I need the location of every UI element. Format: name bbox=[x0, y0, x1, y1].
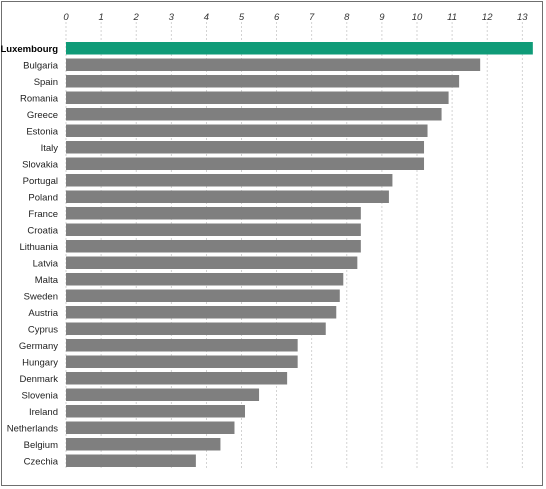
x-tick-label: 9 bbox=[379, 12, 385, 23]
category-label: Croatia bbox=[27, 225, 58, 236]
bar-greece bbox=[66, 108, 442, 121]
bar-malta bbox=[66, 273, 344, 286]
bar-portugal bbox=[66, 174, 393, 187]
category-label: Hungary bbox=[22, 357, 58, 368]
bars bbox=[66, 42, 533, 467]
x-tick-label: 10 bbox=[412, 12, 423, 23]
x-tick-label: 4 bbox=[204, 12, 209, 23]
category-label: Netherlands bbox=[7, 423, 58, 434]
category-label: Denmark bbox=[19, 374, 58, 385]
bar-italy bbox=[66, 141, 425, 154]
category-label: Cyprus bbox=[28, 324, 58, 335]
category-label: Germany bbox=[19, 341, 58, 352]
bar-croatia bbox=[66, 223, 361, 236]
x-tick-label: 12 bbox=[482, 12, 493, 23]
category-label: Estonia bbox=[26, 126, 58, 137]
category-labels: Luxembourg Bulgaria Spain Romania Greece Esto… bbox=[0, 44, 58, 468]
category-label: Portugal bbox=[23, 176, 58, 187]
x-tick-label: 0 bbox=[63, 12, 69, 23]
bar-luxembourg bbox=[66, 42, 533, 55]
x-tick-label: 6 bbox=[274, 12, 280, 23]
category-label: Italy bbox=[41, 143, 59, 154]
category-label: Slovakia bbox=[22, 159, 59, 170]
x-tick-label: 3 bbox=[169, 12, 175, 23]
bar-denmark bbox=[66, 372, 288, 385]
category-label: Luxembourg bbox=[0, 44, 58, 55]
bar-lithuania bbox=[66, 240, 361, 253]
x-tick-label: 8 bbox=[344, 12, 350, 23]
category-label: Malta bbox=[35, 275, 59, 286]
bar-austria bbox=[66, 306, 337, 319]
bar-slovakia bbox=[66, 157, 425, 170]
category-label: Sweden bbox=[24, 291, 58, 302]
bar-cyprus bbox=[66, 322, 326, 335]
category-label: Bulgaria bbox=[23, 60, 59, 71]
category-label: Poland bbox=[28, 192, 58, 203]
category-label: Slovenia bbox=[22, 390, 59, 401]
bar-sweden bbox=[66, 289, 340, 302]
x-axis-ticks: 0 1 2 3 4 5 6 7 8 9 10 11 12 13 bbox=[63, 12, 528, 23]
bar-latvia bbox=[66, 256, 358, 269]
bar-germany bbox=[66, 339, 298, 352]
category-label: Romania bbox=[20, 93, 59, 104]
x-tick-label: 11 bbox=[447, 12, 457, 23]
category-label: Belgium bbox=[24, 440, 58, 451]
category-label: Austria bbox=[28, 308, 58, 319]
category-label: Ireland bbox=[29, 407, 58, 418]
category-label: Czechia bbox=[24, 456, 59, 467]
category-label: Spain bbox=[34, 77, 58, 88]
bar-slovenia bbox=[66, 388, 260, 401]
category-label: Latvia bbox=[33, 258, 59, 269]
bar-estonia bbox=[66, 124, 428, 137]
x-tick-label: 1 bbox=[98, 12, 103, 23]
category-label: France bbox=[28, 209, 58, 220]
bar-poland bbox=[66, 190, 389, 203]
bar-romania bbox=[66, 91, 449, 104]
bar-belgium bbox=[66, 438, 221, 451]
x-tick-label: 5 bbox=[239, 12, 245, 23]
x-tick-label: 7 bbox=[309, 12, 315, 23]
bar-netherlands bbox=[66, 421, 235, 434]
bar-spain bbox=[66, 75, 460, 88]
bar-hungary bbox=[66, 355, 298, 368]
x-tick-label: 2 bbox=[133, 12, 140, 23]
category-label: Lithuania bbox=[19, 242, 58, 253]
x-tick-label: 13 bbox=[517, 12, 528, 23]
bar-bulgaria bbox=[66, 58, 481, 71]
bar-czechia bbox=[66, 454, 196, 467]
bar-ireland bbox=[66, 405, 246, 418]
category-label: Greece bbox=[27, 110, 58, 121]
bar-france bbox=[66, 207, 361, 220]
